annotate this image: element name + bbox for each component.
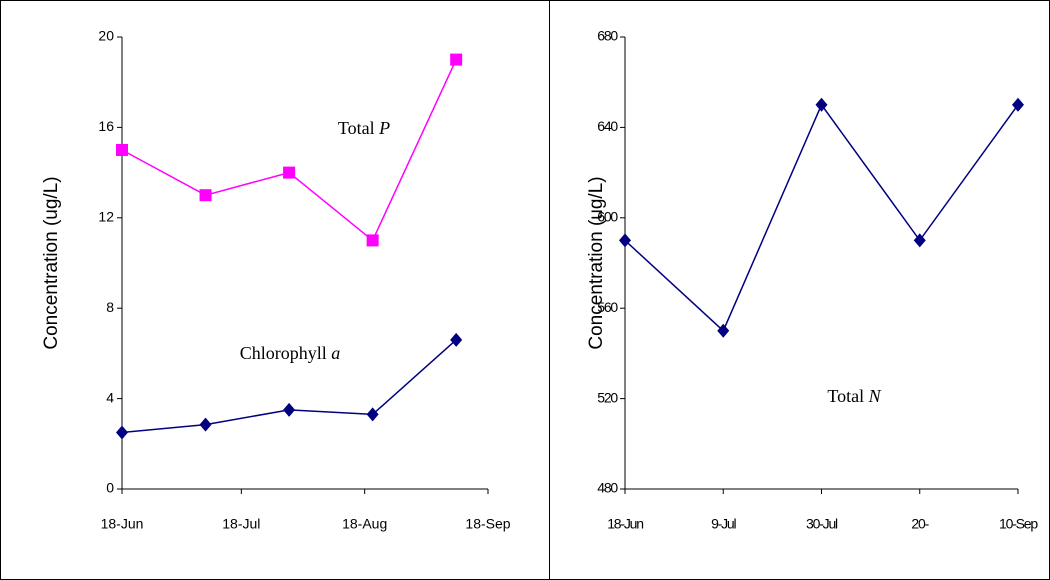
marker: [366, 234, 379, 247]
y-tick-label: 4: [106, 389, 114, 405]
series-label: Total N: [827, 386, 881, 406]
y-axis-title: Concentration (ug/L): [586, 176, 607, 349]
marker: [116, 144, 128, 156]
y-tick-label: 20: [98, 28, 114, 44]
marker: [913, 233, 926, 248]
marker: [619, 233, 631, 248]
y-tick-label: 8: [106, 299, 114, 315]
x-tick-label: 18-Jul: [222, 516, 260, 532]
series-label: Total P: [338, 118, 390, 138]
x-tick-label: 18-Sep: [465, 516, 510, 532]
italic-part: a: [331, 343, 340, 363]
series-line: [121, 59, 457, 242]
x-tick-label: 18-Jun: [101, 516, 144, 532]
y-tick-label: 480: [597, 480, 618, 496]
x-tick-label: 10-Sep: [999, 516, 1038, 532]
y-tick-label: 0: [106, 480, 114, 496]
marker: [116, 425, 128, 440]
series-line: [624, 103, 1019, 333]
x-tick-label: 30-Jul: [806, 516, 838, 532]
marker: [450, 53, 463, 66]
x-tick-label: 18-Aug: [342, 516, 387, 532]
series-label: Chlorophyll a: [240, 343, 341, 363]
y-tick-label: 16: [98, 118, 114, 134]
y-tick-label: 640: [597, 118, 618, 134]
italic-part: P: [378, 118, 390, 138]
y-tick-label: 680: [597, 28, 618, 44]
x-tick-label: 20-: [911, 516, 929, 532]
y-tick-label: 520: [597, 389, 618, 405]
y-axis-title: Concentration (ug/L): [41, 176, 62, 349]
marker: [283, 166, 296, 179]
italic-part: N: [868, 386, 882, 406]
marker: [199, 189, 212, 202]
marker: [283, 402, 296, 417]
y-tick-label: 600: [597, 209, 618, 225]
marker: [1012, 97, 1024, 112]
y-tick-label: 12: [98, 209, 114, 225]
marker: [199, 417, 212, 432]
marker: [815, 97, 828, 112]
x-tick-label: 9-Jul: [711, 516, 736, 532]
marker: [450, 332, 463, 347]
marker: [717, 323, 730, 338]
y-tick-label: 560: [597, 299, 618, 315]
marker: [366, 407, 379, 422]
x-tick-label: 18-Jun: [607, 516, 643, 532]
